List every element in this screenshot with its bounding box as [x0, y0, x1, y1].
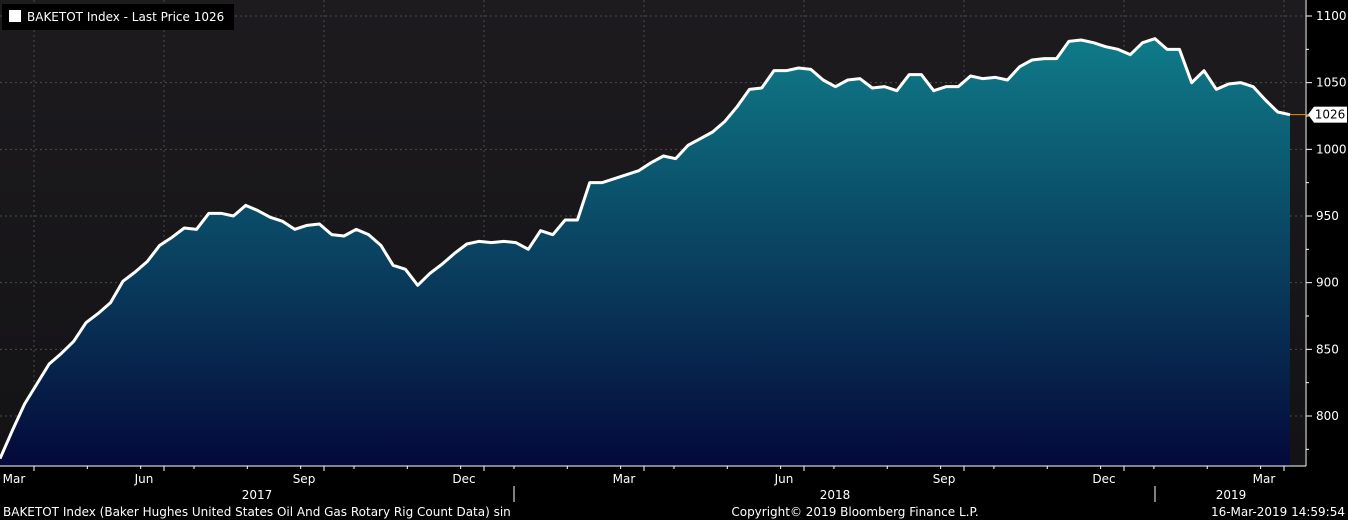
legend-label: BAKETOT Index - Last Price 1026: [27, 10, 224, 24]
x-tick-label: Jun: [774, 472, 794, 486]
y-tick-label: 1050: [1316, 76, 1347, 90]
series-line: [0, 37, 1291, 460]
x-tick-label: Mar: [1253, 472, 1276, 486]
y-tick-label: 1100: [1316, 9, 1347, 23]
x-year-label: 2018: [820, 488, 851, 502]
x-tick-label: Mar: [613, 472, 636, 486]
footer-copyright: Copyright© 2019 Bloomberg Finance L.P.: [731, 505, 978, 519]
x-tick-label: Dec: [1092, 472, 1115, 486]
y-tick-label: 900: [1316, 276, 1339, 290]
last-value-marker: 1026: [1290, 106, 1347, 123]
x-year-label: 2017: [242, 488, 273, 502]
footer: BAKETOT Index (Baker Hughes United State…: [3, 505, 1345, 519]
x-axis: Mar Jun Sep Dec Mar Jun Sep Dec Mar 2017 2018 2019: [0, 465, 1306, 502]
x-tick-label: Sep: [933, 472, 956, 486]
legend-swatch: [9, 10, 21, 22]
legend: BAKETOT Index - Last Price 1026: [2, 4, 234, 30]
x-tick-label: Mar: [3, 472, 26, 486]
x-tick-label: Sep: [293, 472, 316, 486]
y-tick-label: 950: [1316, 209, 1339, 223]
y-axis: 800 850 900 950 1000 1050 1100: [1305, 0, 1347, 466]
y-tick-label: 850: [1316, 342, 1339, 356]
last-value-label: 1026: [1315, 108, 1346, 122]
x-tick-label: Dec: [452, 472, 475, 486]
series-area: [0, 38, 1290, 467]
last-value-box: [1314, 106, 1347, 123]
y-tick-label: 1000: [1316, 142, 1347, 156]
last-value-pointer: [1308, 106, 1314, 123]
x-tick-label: Jun: [134, 472, 154, 486]
y-tick-label: 800: [1316, 409, 1339, 423]
legend-box: [2, 4, 234, 30]
footer-source: BAKETOT Index (Baker Hughes United State…: [3, 505, 511, 519]
x-year-label: 2019: [1216, 488, 1247, 502]
footer-timestamp: 16-Mar-2019 14:59:54: [1211, 505, 1345, 519]
